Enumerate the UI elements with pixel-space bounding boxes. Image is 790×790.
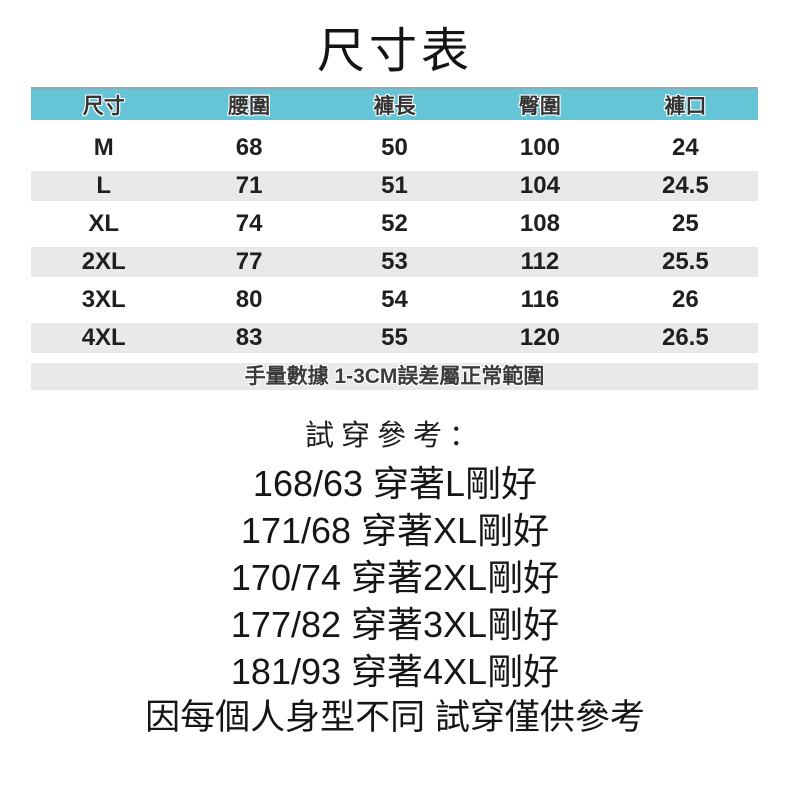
fit-reference-line: 171/68 穿著XL剛好 [240,510,550,551]
cell-hip: 116 [520,286,560,313]
column-header-opening: 褲口 [664,94,707,118]
cell-opening: 24.5 [661,172,709,199]
fit-reference-block: 試穿參考： 168/63 穿著L剛好 171/68 穿著XL剛好 170/74 … [0,412,790,741]
cell-hip: 104 [519,172,560,199]
cell-waist: 77 [235,248,263,275]
table-row: 3XL 80 54 116 26 [31,281,758,319]
fit-reference-line: 170/74 穿著2XL剛好 [230,557,560,598]
cell-hip: 100 [519,134,560,161]
size-table-header-row: 尺寸 腰圍 褲長 臀圍 褲口 [31,87,758,120]
cell-length: 50 [381,134,408,161]
table-row: L 71 51 104 24.5 [31,167,758,205]
cell-size: 3XL [81,286,126,313]
fit-reference-disclaimer: 因每個人身型不同 試穿僅供參考 [145,698,645,737]
table-row: M 68 50 100 24 [31,129,758,167]
cell-opening: 26.5 [661,324,709,351]
cell-length: 55 [381,324,408,351]
cell-size: L [96,172,112,199]
fit-reference-line: 177/82 穿著3XL剛好 [230,604,560,645]
size-table-body: M 68 50 100 24 L 71 51 104 24.5 XL 74 52… [31,129,758,357]
column-header-hip: 臀圍 [518,94,561,118]
cell-size: 2XL [81,248,126,275]
cell-opening: 25 [671,210,699,237]
table-row: 2XL 77 53 112 25.5 [31,243,758,281]
fit-reference-heading: 試穿參考： [304,420,485,452]
cell-hip: 112 [520,248,560,275]
cell-hip: 120 [519,324,560,351]
column-header-length: 褲長 [373,94,416,118]
cell-waist: 68 [235,134,263,161]
cell-length: 54 [381,286,408,313]
cell-length: 53 [381,248,408,275]
cell-length: 52 [381,210,408,237]
size-table: 尺寸 腰圍 褲長 臀圍 褲口 M 68 50 100 24 L 71 51 10… [31,87,758,390]
cell-waist: 80 [235,286,263,313]
cell-opening: 24 [671,134,699,161]
fit-reference-line: 181/93 穿著4XL剛好 [230,651,560,692]
page-title: 尺寸表 [316,25,473,78]
fit-reference-line: 168/63 穿著L剛好 [252,463,538,504]
cell-size: XL [88,210,120,237]
table-row: 4XL 83 55 120 26.5 [31,319,758,357]
cell-waist: 71 [235,172,263,199]
column-header-waist: 腰圍 [228,94,271,118]
measurement-tolerance-note: 手量數據 1-3CM誤差屬正常範圍 [31,363,758,390]
cell-opening: 25.5 [661,248,709,275]
cell-size: M [93,134,114,161]
cell-waist: 74 [235,210,263,237]
cell-length: 51 [381,172,408,199]
column-header-size: 尺寸 [82,94,125,118]
cell-waist: 83 [235,324,263,351]
cell-hip: 108 [519,210,560,237]
cell-opening: 26 [671,286,699,313]
table-row: XL 74 52 108 25 [31,205,758,243]
cell-size: 4XL [81,324,126,351]
